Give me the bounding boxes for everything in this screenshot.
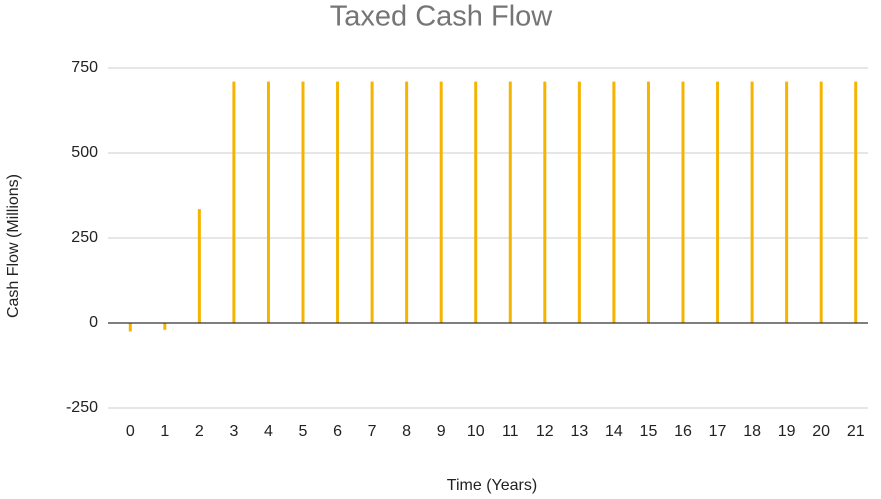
x-tick-label: 21	[847, 423, 865, 440]
x-tick-label: 1	[160, 423, 169, 440]
x-tick-label: 20	[812, 423, 830, 440]
bar	[646, 81, 650, 323]
x-tick-label: 6	[333, 423, 342, 440]
bar	[854, 81, 858, 323]
bar	[508, 81, 512, 323]
y-tick-label: 0	[89, 314, 98, 331]
y-axis-label: Cash Flow (Millions)	[5, 174, 22, 318]
bar	[405, 81, 409, 323]
bar	[577, 81, 581, 323]
x-tick-label: 7	[368, 423, 377, 440]
x-tick-label: 2	[195, 423, 204, 440]
bar	[612, 81, 616, 323]
y-tick-label: 250	[71, 229, 98, 246]
x-tick-label: 8	[402, 423, 411, 440]
x-tick-label: 15	[640, 423, 658, 440]
bar	[750, 81, 754, 323]
x-tick-label: 10	[467, 423, 485, 440]
bar	[163, 323, 167, 330]
x-axis-label: Time (Years)	[447, 477, 537, 494]
bar	[439, 81, 443, 323]
bar	[819, 81, 823, 323]
bar	[301, 81, 305, 323]
bar	[266, 81, 270, 323]
bar	[716, 81, 720, 323]
bar	[370, 81, 374, 323]
x-tick-label: 5	[299, 423, 308, 440]
x-tick-label: 19	[778, 423, 796, 440]
bar	[474, 81, 478, 323]
x-tick-label: 3	[229, 423, 238, 440]
chart-title: Taxed Cash Flow	[330, 1, 553, 33]
bar	[197, 209, 201, 323]
x-tick-label: 12	[536, 423, 554, 440]
bar	[128, 323, 132, 332]
bar	[785, 81, 789, 323]
x-tick-label: 11	[502, 423, 519, 440]
x-tick-label: 18	[743, 423, 761, 440]
x-tick-label: 17	[709, 423, 727, 440]
x-tick-label: 14	[605, 423, 623, 440]
bar	[681, 81, 685, 323]
y-tick-label: -250	[66, 399, 98, 416]
x-tick-label: 9	[437, 423, 446, 440]
bar	[232, 81, 236, 323]
x-tick-label: 0	[126, 423, 135, 440]
y-tick-label: 500	[71, 144, 98, 161]
x-tick-label: 16	[674, 423, 692, 440]
bar	[336, 81, 340, 323]
x-tick-label: 13	[570, 423, 588, 440]
y-tick-label: 750	[71, 59, 98, 76]
x-tick-label: 4	[264, 423, 273, 440]
bar	[543, 81, 547, 323]
